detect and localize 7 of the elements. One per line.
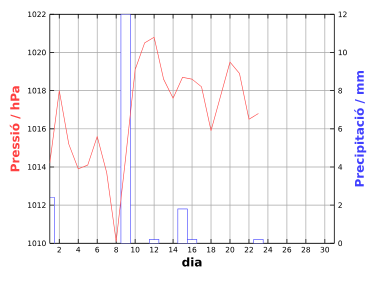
bar — [253, 239, 264, 244]
y2-axis-title: Precipitació / mm — [354, 71, 366, 186]
bar — [149, 239, 160, 244]
x-axis-title: dia — [182, 257, 202, 267]
y-axis-title: Pressió / hPa — [10, 86, 20, 172]
bar — [120, 14, 131, 244]
line-series — [50, 36, 259, 242]
